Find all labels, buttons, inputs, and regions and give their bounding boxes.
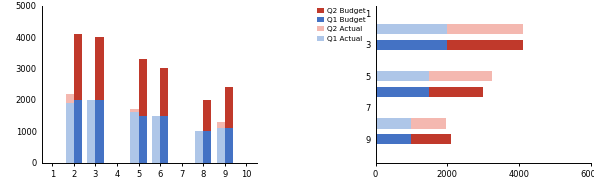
Bar <box>66 94 74 103</box>
Bar <box>375 40 447 50</box>
Bar <box>447 40 523 50</box>
Bar <box>160 116 168 163</box>
Legend: Q2 Budget, Q1 Budget, Q2 Actual, Q1 Actual: Q2 Budget, Q1 Budget, Q2 Actual, Q1 Actu… <box>317 8 365 42</box>
Bar <box>138 59 147 116</box>
Bar <box>375 71 429 81</box>
Bar <box>195 131 203 163</box>
Bar <box>375 24 447 34</box>
Bar <box>160 68 168 116</box>
Bar <box>203 131 211 163</box>
Bar <box>375 118 412 128</box>
Bar <box>130 109 138 112</box>
Bar <box>225 128 233 163</box>
Bar <box>412 118 446 128</box>
Bar <box>217 122 225 128</box>
Bar <box>66 103 74 163</box>
Bar <box>74 100 82 163</box>
Bar <box>429 71 492 81</box>
Bar <box>447 24 523 34</box>
Bar <box>138 116 147 163</box>
Bar <box>217 128 225 163</box>
Bar <box>203 100 211 131</box>
Bar <box>375 134 412 144</box>
Bar <box>225 87 233 128</box>
Bar <box>375 87 429 97</box>
Bar <box>412 134 451 144</box>
Bar <box>87 100 96 163</box>
Bar <box>429 87 484 97</box>
Bar <box>96 37 103 100</box>
Bar <box>152 116 160 163</box>
Bar <box>96 100 103 163</box>
Bar <box>74 34 82 100</box>
Bar <box>130 112 138 163</box>
